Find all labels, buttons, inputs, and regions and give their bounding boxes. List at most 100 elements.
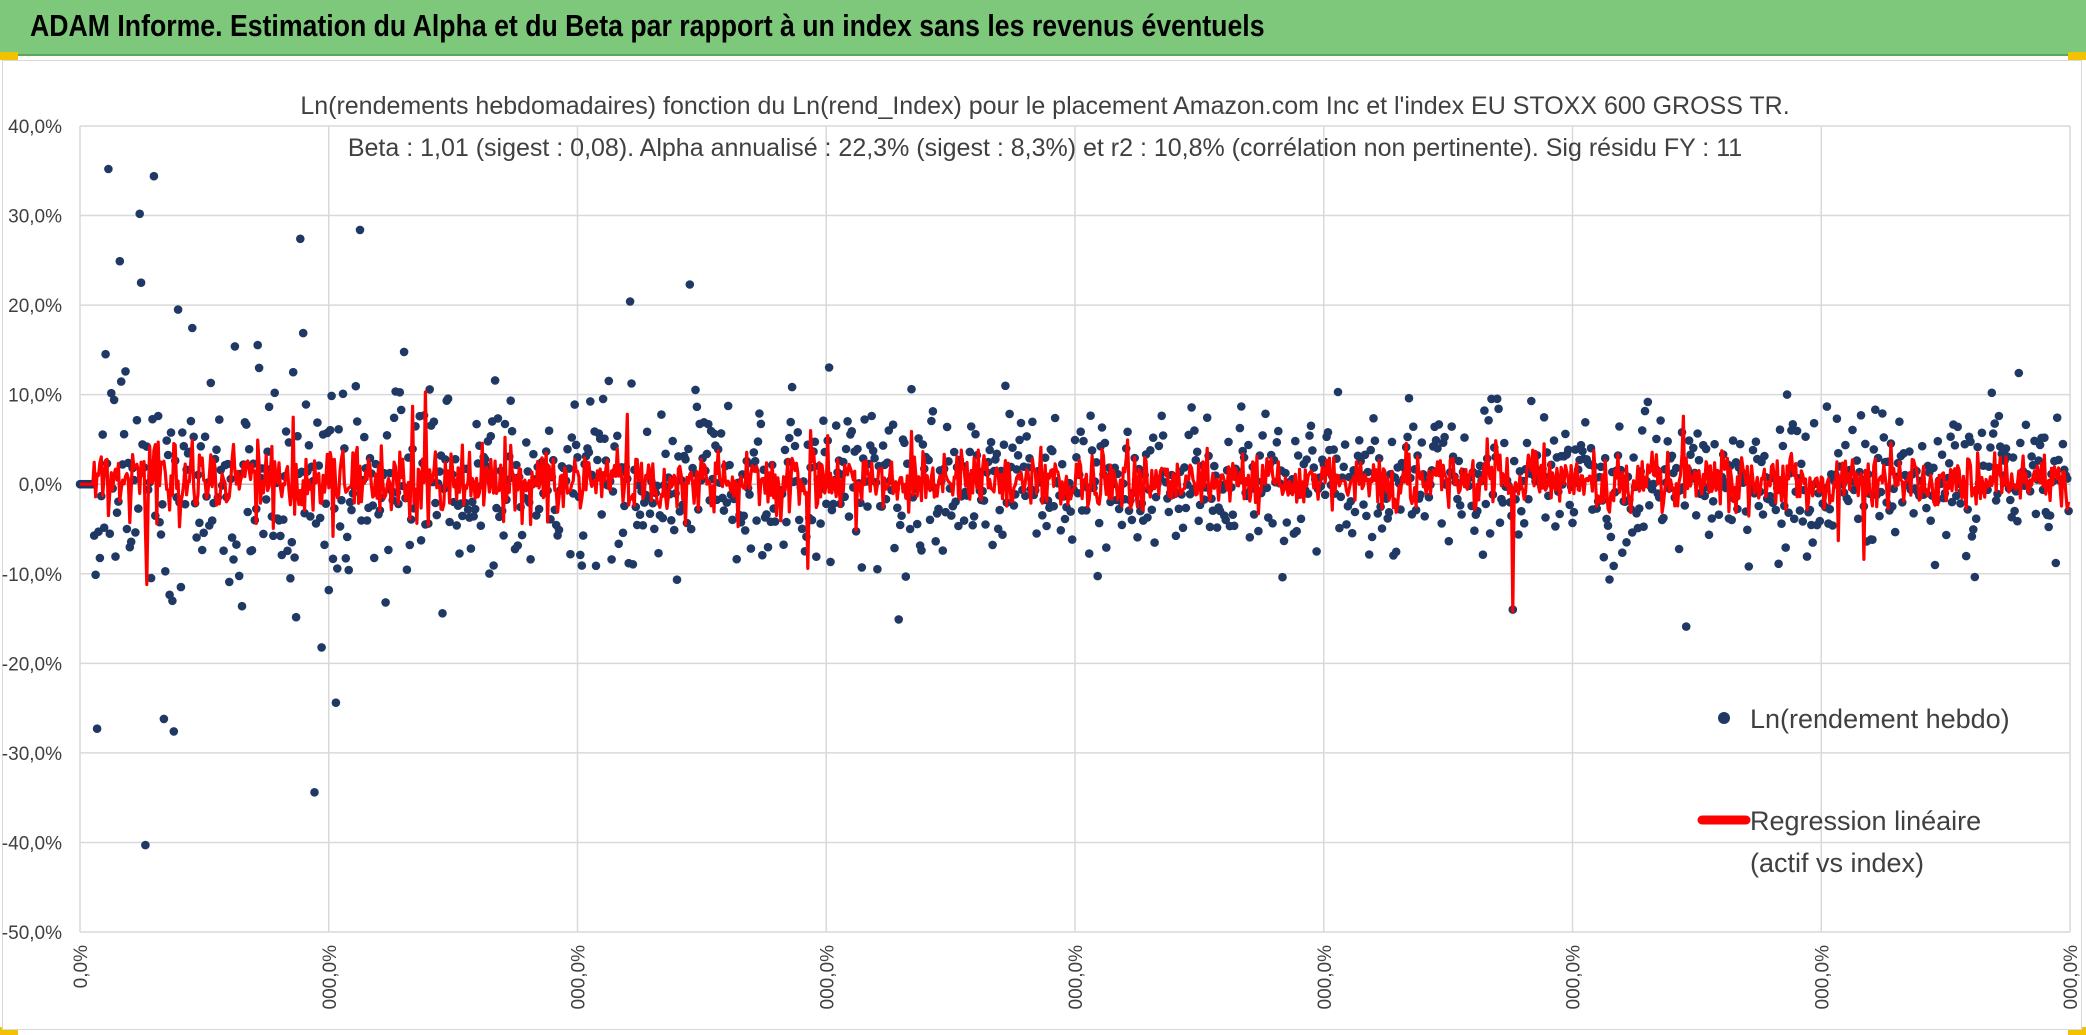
data-point <box>196 442 206 451</box>
data-point <box>1802 552 1812 561</box>
data-point <box>1084 549 1094 558</box>
data-point <box>180 499 190 509</box>
data-point <box>121 367 130 376</box>
data-point <box>1150 538 1159 547</box>
data-point <box>917 546 926 555</box>
data-point <box>1194 516 1203 526</box>
data-point <box>755 409 764 418</box>
data-point <box>301 400 311 409</box>
data-point <box>101 349 110 359</box>
data-point <box>1480 406 1489 415</box>
data-point <box>500 419 510 429</box>
data-point <box>529 449 538 459</box>
data-point <box>1519 519 1529 528</box>
data-point <box>1339 462 1348 472</box>
data-point <box>141 840 150 850</box>
data-point <box>1323 428 1333 437</box>
data-point <box>905 524 915 534</box>
y-tick-label: -30,0% <box>2 744 62 765</box>
data-point <box>822 499 831 509</box>
data-point <box>1942 530 1951 540</box>
data-point <box>2021 420 2031 430</box>
data-point <box>112 508 122 517</box>
x-tick-label: 000,0% <box>320 945 341 1010</box>
data-point <box>1990 419 1999 428</box>
data-point <box>261 495 271 504</box>
y-tick-label: 20,0% <box>8 296 62 317</box>
data-point <box>169 727 179 736</box>
data-point <box>1599 552 1609 562</box>
data-point <box>949 447 959 457</box>
data-point <box>493 414 503 423</box>
data-point <box>1067 535 1077 544</box>
data-point <box>2052 413 2062 423</box>
data-point <box>1517 506 1526 516</box>
data-point <box>1336 492 1346 502</box>
data-point <box>1798 517 1808 526</box>
x-tick-label: 000,0% <box>1066 945 1087 1010</box>
data-point <box>1797 459 1806 469</box>
data-point <box>1788 420 1798 429</box>
data-point <box>244 444 254 454</box>
data-point <box>684 444 693 454</box>
data-point <box>758 550 767 560</box>
data-point <box>600 434 609 444</box>
data-point <box>604 376 614 386</box>
data-point <box>725 460 734 470</box>
data-point <box>1484 416 1493 425</box>
data-point <box>1929 463 1938 473</box>
data-point <box>287 537 297 547</box>
data-point <box>1710 439 1719 449</box>
data-point <box>719 506 729 515</box>
regression-series-line <box>79 390 2071 613</box>
chart-title-line-1: Ln(rendements hebdomadaires) fonction du… <box>300 92 1789 120</box>
data-point <box>1210 461 1219 471</box>
data-point <box>1454 456 1464 466</box>
data-point <box>1524 494 1533 504</box>
y-tick-label: 30,0% <box>8 207 62 228</box>
data-point <box>618 528 628 538</box>
data-point <box>153 411 163 421</box>
data-point <box>598 394 608 404</box>
data-point <box>625 297 635 306</box>
data-point <box>2051 558 2061 568</box>
data-point <box>321 499 331 509</box>
data-point <box>1527 396 1536 406</box>
data-point <box>702 449 712 459</box>
data-point <box>425 385 435 394</box>
data-point <box>1973 442 1982 452</box>
data-point <box>954 521 963 531</box>
data-point <box>544 426 554 436</box>
data-point <box>1028 417 1037 427</box>
data-point <box>264 402 274 412</box>
data-point <box>1966 437 1975 447</box>
data-point <box>98 430 107 439</box>
data-point <box>1605 575 1614 584</box>
data-point <box>901 572 911 581</box>
data-point <box>685 280 695 289</box>
data-point <box>2016 438 2025 448</box>
data-point <box>1274 426 1283 436</box>
chart-titles: Ln(rendements hebdomadaires) fonction du… <box>300 92 1789 162</box>
data-point <box>119 429 129 439</box>
data-point <box>1228 510 1238 519</box>
data-point <box>843 417 852 426</box>
data-point <box>722 498 732 507</box>
data-point <box>1320 490 1330 500</box>
data-point <box>1539 413 1549 422</box>
data-point <box>1293 451 1303 460</box>
data-point <box>709 429 719 439</box>
data-point <box>1704 530 1714 540</box>
data-point <box>797 524 807 534</box>
data-point <box>1157 411 1166 421</box>
data-point <box>1994 411 2004 421</box>
data-point <box>2058 439 2068 449</box>
data-point <box>163 450 173 460</box>
data-point <box>382 431 392 440</box>
data-point <box>1433 444 1442 453</box>
data-point <box>431 498 440 508</box>
data-point <box>914 434 923 443</box>
data-point <box>1370 436 1380 446</box>
y-tick-label: 40,0% <box>8 117 62 138</box>
data-point <box>362 516 372 525</box>
